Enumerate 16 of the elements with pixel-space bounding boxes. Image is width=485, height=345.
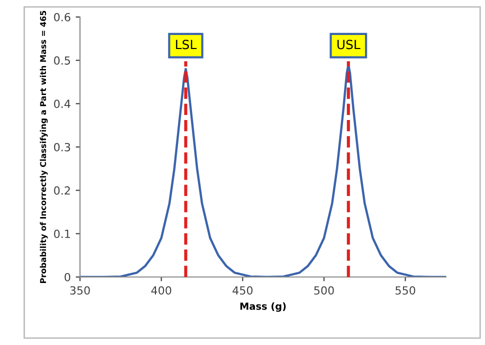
x-tick-label: 550 — [396, 286, 416, 295]
y-tick-label: 0.3 — [54, 142, 70, 152]
ref-line-label: USL — [337, 40, 360, 50]
x-tick-label: 500 — [314, 286, 334, 295]
x-axis-title: Mass (g) — [240, 302, 286, 312]
y-tick-label: 0.5 — [54, 56, 70, 65]
x-tick-label: 400 — [151, 286, 172, 295]
y-tick-label: 0.2 — [54, 186, 70, 195]
x-tick-label: 350 — [70, 286, 90, 295]
y-tick-label: 0.6 — [54, 12, 70, 22]
y-tick-label: 0.1 — [54, 230, 70, 238]
y-axis-title: Probability of Incorrectly Classifying a Part with Mass = 465 — [40, 10, 48, 283]
x-tick-label: 450 — [232, 286, 253, 295]
y-tick-label: 0.4 — [54, 100, 70, 108]
ref-line-label: LSL — [176, 40, 197, 50]
y-tick-label: 0 — [64, 272, 70, 282]
